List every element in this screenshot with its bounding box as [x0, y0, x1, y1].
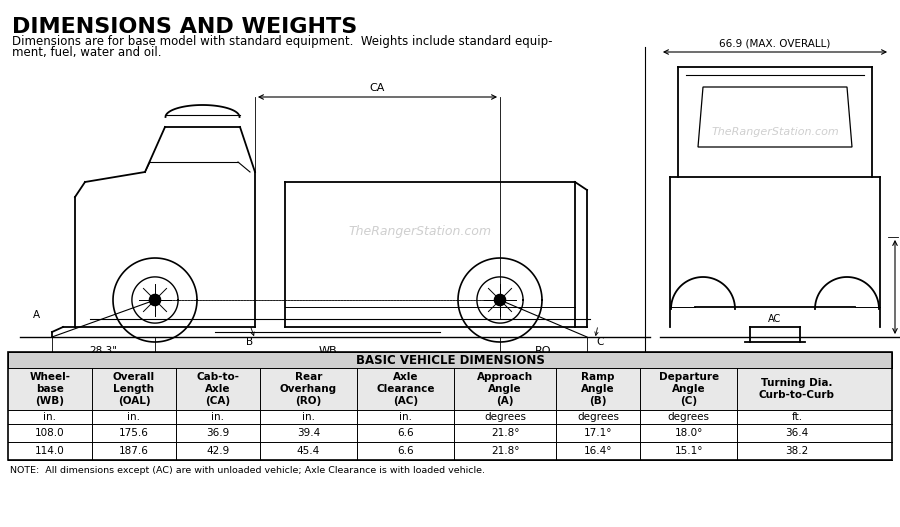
Text: Departure
Angle
(C): Departure Angle (C)	[659, 372, 719, 406]
Text: Overall
Length
(OAL): Overall Length (OAL)	[112, 372, 155, 406]
Text: 36.4: 36.4	[786, 428, 808, 438]
Text: in.: in.	[128, 412, 140, 422]
Text: 38.2: 38.2	[786, 446, 808, 456]
Text: NOTE:  All dimensions except (AC) are with unloaded vehicle; Axle Clearance is w: NOTE: All dimensions except (AC) are wit…	[10, 466, 485, 475]
Text: 6.6: 6.6	[398, 428, 414, 438]
Text: 42.9: 42.9	[206, 446, 230, 456]
Text: Cab-to-
Axle
(CA): Cab-to- Axle (CA)	[196, 372, 239, 406]
Text: 18.0°: 18.0°	[674, 428, 703, 438]
Text: degrees: degrees	[577, 412, 619, 422]
Text: 6.6: 6.6	[398, 446, 414, 456]
Text: Dimensions are for base model with standard equipment.  Weights include standard: Dimensions are for base model with stand…	[12, 35, 553, 48]
Text: in.: in.	[43, 412, 57, 422]
Text: Rear
Overhang
(RO): Rear Overhang (RO)	[280, 372, 338, 406]
Text: in.: in.	[400, 412, 412, 422]
Text: C: C	[597, 337, 604, 347]
Text: 36.9: 36.9	[206, 428, 230, 438]
Text: 39.4: 39.4	[297, 428, 320, 438]
Text: 175.6: 175.6	[119, 428, 148, 438]
Text: FRONT 55.0": FRONT 55.0"	[679, 354, 742, 364]
Text: 17.1°: 17.1°	[584, 428, 612, 438]
Text: 15.1°: 15.1°	[674, 446, 703, 456]
Text: Approach
Angle
(A): Approach Angle (A)	[477, 372, 534, 406]
Text: 66.9 (MAX. OVERALL): 66.9 (MAX. OVERALL)	[719, 38, 831, 48]
Text: 108.0: 108.0	[35, 428, 65, 438]
Text: ft.: ft.	[791, 412, 803, 422]
Bar	[8, 352, 892, 368]
Text: Ramp
Angle
(B): Ramp Angle (B)	[581, 372, 615, 406]
Text: BASIC VEHICLE DIMENSIONS: BASIC VEHICLE DIMENSIONS	[356, 354, 544, 366]
Text: ment, fuel, water and oil.: ment, fuel, water and oil.	[12, 46, 161, 59]
Text: 21.8°: 21.8°	[491, 446, 519, 456]
Text: WB: WB	[319, 346, 337, 356]
Text: Turning Dia.
Curb-to-Curb: Turning Dia. Curb-to-Curb	[759, 378, 835, 400]
Text: AC: AC	[769, 314, 781, 324]
Text: 45.4: 45.4	[297, 446, 320, 456]
Text: 28.3": 28.3"	[89, 346, 118, 356]
Text: in.: in.	[302, 412, 315, 422]
Text: OAL: OAL	[309, 362, 330, 372]
Polygon shape	[148, 294, 161, 306]
Text: CA: CA	[370, 83, 385, 93]
Bar	[8, 352, 892, 460]
Text: 114.0: 114.0	[35, 446, 65, 456]
Text: 16.4°: 16.4°	[584, 446, 612, 456]
Text: TheRangerStation.com: TheRangerStation.com	[711, 127, 839, 137]
Text: Axle
Clearance
(AC): Axle Clearance (AC)	[376, 372, 435, 406]
Text: Wheel-
base
(WB): Wheel- base (WB)	[30, 372, 70, 406]
Bar	[8, 368, 892, 410]
Text: 21.8°: 21.8°	[491, 428, 519, 438]
Text: A: A	[32, 310, 40, 320]
Polygon shape	[494, 294, 507, 306]
Text: degrees: degrees	[484, 412, 526, 422]
Text: 187.6: 187.6	[119, 446, 148, 456]
Text: B: B	[247, 337, 254, 347]
Text: degrees: degrees	[668, 412, 710, 422]
Text: in.: in.	[212, 412, 224, 422]
Text: DIMENSIONS AND WEIGHTS: DIMENSIONS AND WEIGHTS	[12, 17, 357, 37]
Text: RO: RO	[536, 346, 552, 356]
Text: TheRangerStation.com: TheRangerStation.com	[348, 226, 491, 239]
Text: REAR 54.6": REAR 54.6"	[686, 366, 742, 376]
